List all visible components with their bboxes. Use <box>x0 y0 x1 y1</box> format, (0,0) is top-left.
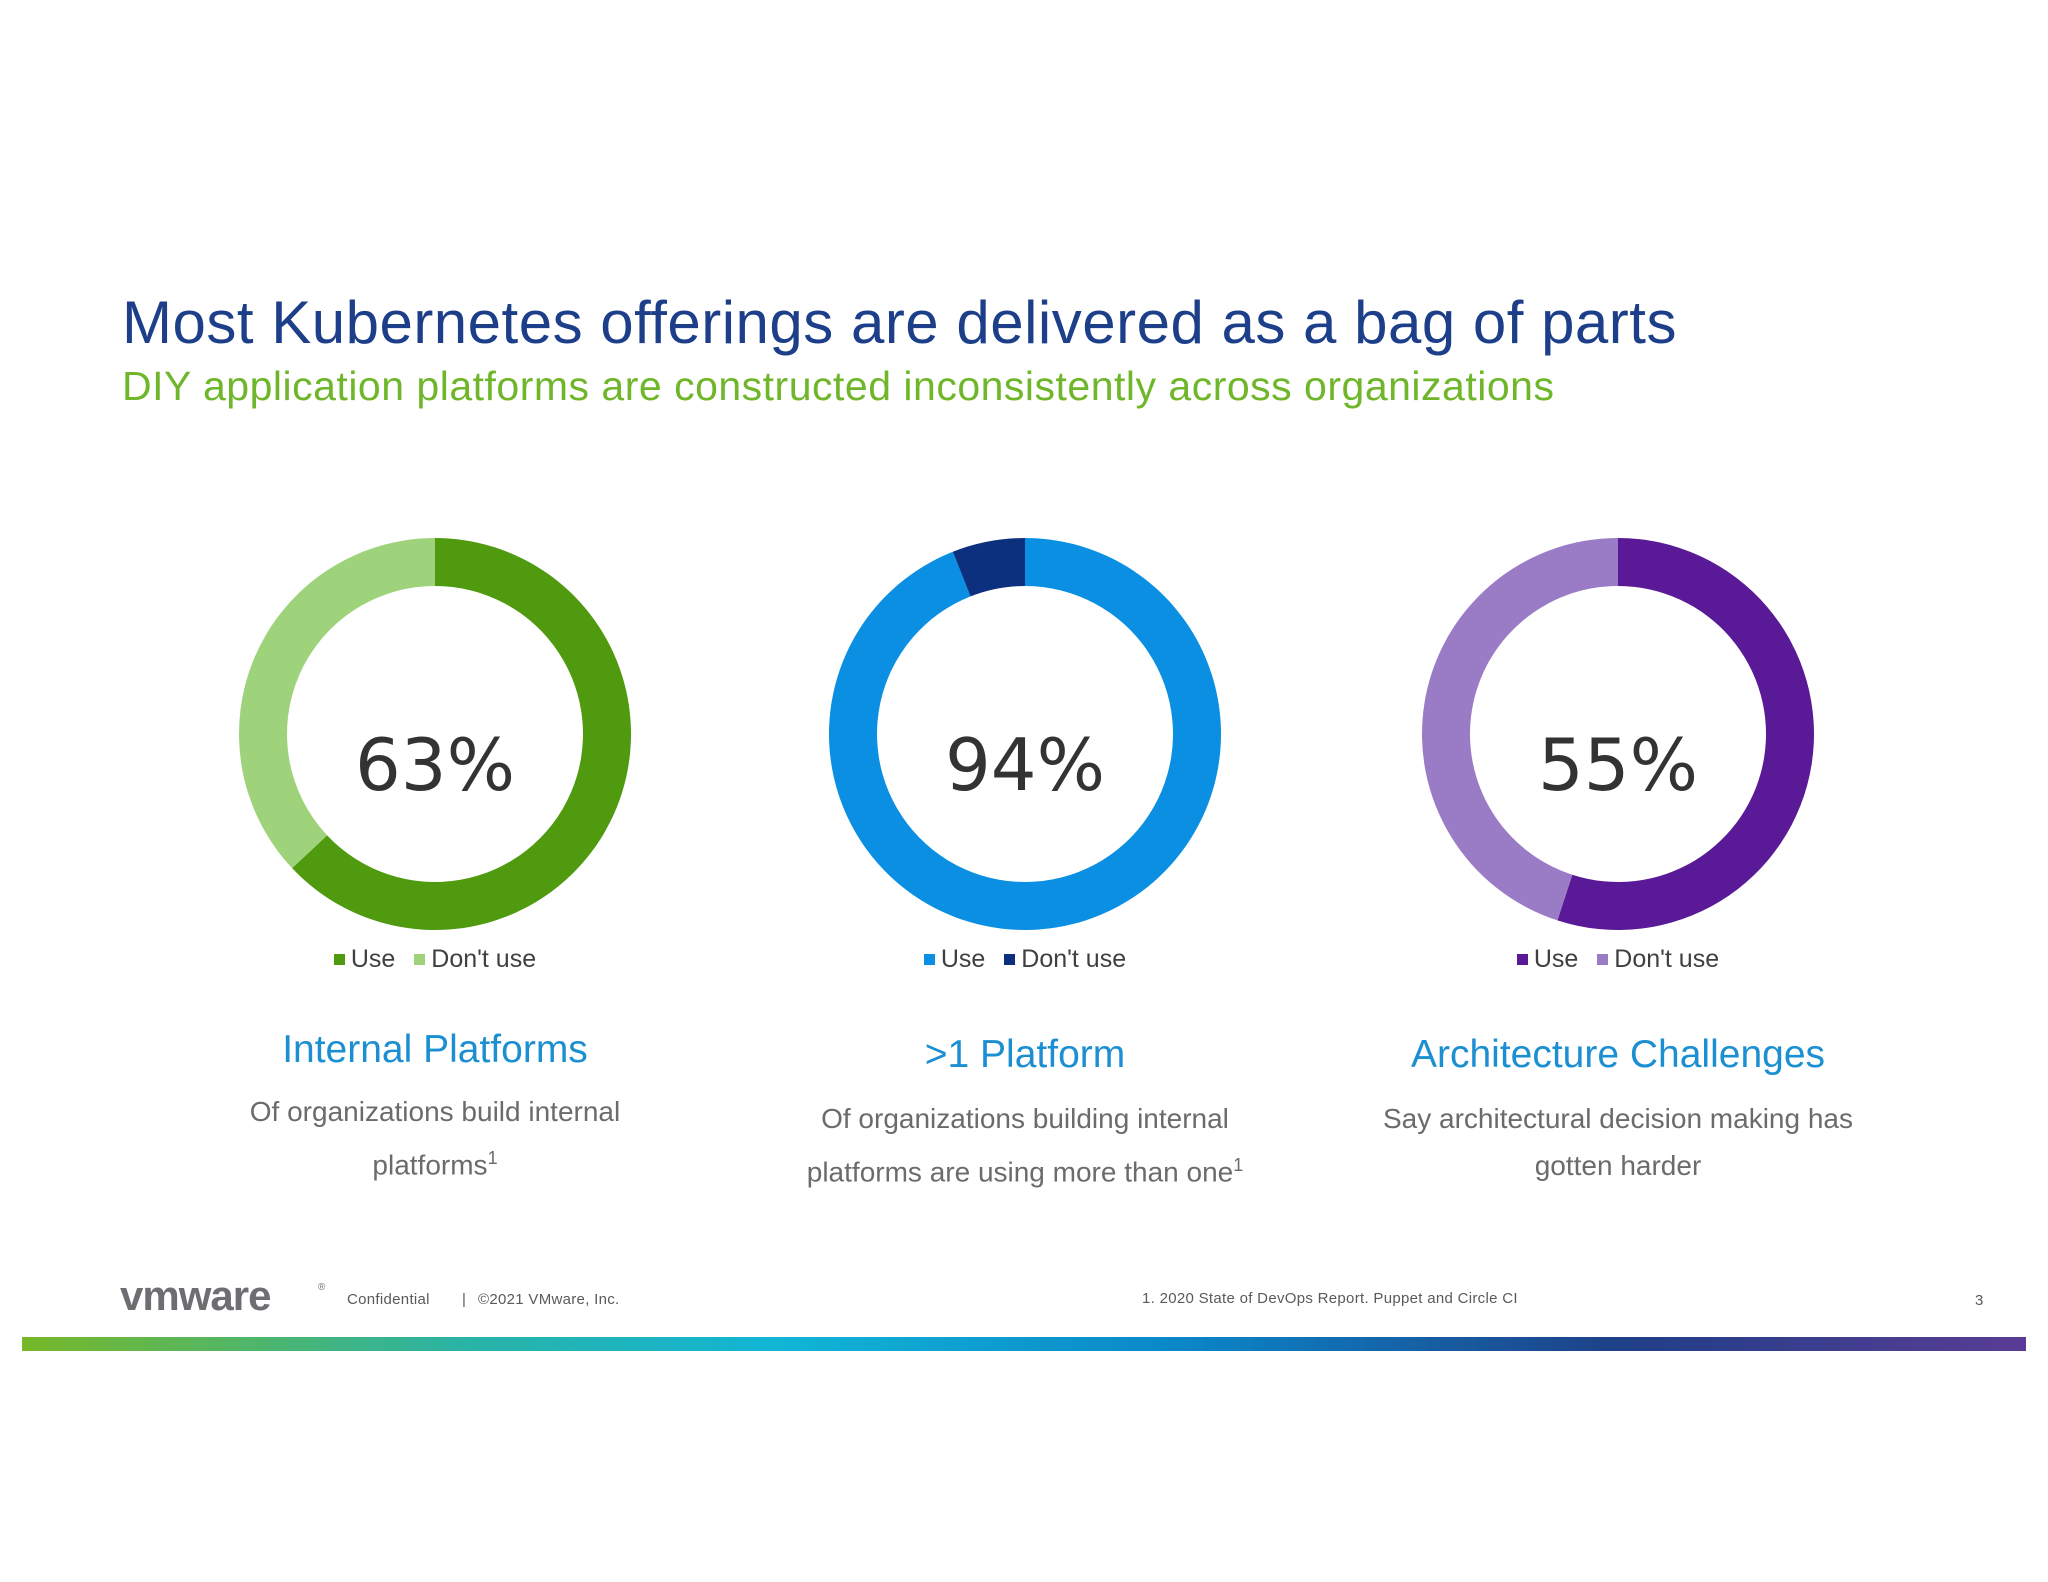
legend-item-use: Use <box>1516 945 1579 974</box>
brand-gradient-bar <box>22 1337 2026 1351</box>
legend-item-use: Use <box>923 945 986 974</box>
slide-title: Most Kubernetes offerings are delivered … <box>122 289 1677 356</box>
logo-text: vmware <box>120 1274 270 1318</box>
donut-slice-dont-use <box>239 538 435 869</box>
legend-item-dont-use: Don't use <box>1597 945 1719 974</box>
chart-panel-multi-platform: 94% Use Don't use >1 Platform Of organiz… <box>745 505 1305 1225</box>
legend-label: Don't use <box>1614 945 1720 973</box>
footer-separator: | <box>462 1291 467 1308</box>
donut-slice-dont-use <box>1422 538 1618 921</box>
panel-description: Say architectural decision making has go… <box>1382 1103 1853 1181</box>
legend-item-dont-use: Don't use <box>1004 945 1126 974</box>
panel-description: Of organizations build internal platform… <box>249 1096 621 1181</box>
logo-registered-mark: ® <box>318 1282 326 1293</box>
donut-slice-use <box>1557 538 1814 930</box>
panel-heading: Architecture Challenges <box>1410 1033 1826 1076</box>
donut-chart-3: 55% <box>1422 538 1814 930</box>
donut-slice-dont-use <box>952 538 1025 597</box>
legend-swatch <box>1004 954 1016 965</box>
donut-chart-1: 63% <box>239 538 631 930</box>
donut-center-label: 94% <box>945 723 1105 807</box>
chart-legend: Use Don't use <box>1338 945 1898 974</box>
slide-subtitle: DIY application platforms are constructe… <box>122 363 1555 409</box>
chart-panel-architecture-challenges: 55% Use Don't use Architecture Challenge… <box>1338 505 1898 1225</box>
legend-swatch <box>1516 954 1528 965</box>
legend-label: Use <box>350 945 396 973</box>
legend-label: Use <box>1533 945 1579 973</box>
legend-item-use: Use <box>333 945 396 974</box>
chart-legend: Use Don't use <box>155 945 715 974</box>
footer-confidential: Confidential <box>347 1291 430 1308</box>
footer-footnote: 1. 2020 State of DevOps Report. Puppet a… <box>1142 1290 1518 1307</box>
page-number: 3 <box>1975 1292 1984 1309</box>
footnote-marker: 1 <box>1233 1155 1244 1175</box>
donut-slice-use <box>292 538 631 930</box>
legend-label: Don't use <box>431 945 537 973</box>
vmware-logo: vmware ® <box>120 1274 326 1318</box>
donut-center-label: 63% <box>355 723 515 807</box>
chart-legend: Use Don't use <box>745 945 1305 974</box>
panel-heading: Internal Platforms <box>282 1028 588 1071</box>
legend-swatch <box>333 954 345 965</box>
panel-heading: >1 Platform <box>924 1033 1126 1076</box>
legend-swatch <box>923 954 935 965</box>
legend-label: Don't use <box>1021 945 1127 973</box>
legend-item-dont-use: Don't use <box>414 945 536 974</box>
footnote-marker: 1 <box>487 1148 498 1168</box>
donut-center-label: 55% <box>1538 723 1698 807</box>
legend-swatch <box>414 954 426 965</box>
panel-description: Of organizations building internal platf… <box>806 1103 1244 1188</box>
footer-copyright: ©2021 VMware, Inc. <box>478 1291 620 1308</box>
chart-panel-internal-platforms: 63% Use Don't use Internal Platforms Of … <box>155 505 715 1225</box>
donut-chart-2: 94% <box>829 538 1221 930</box>
legend-label: Use <box>940 945 986 973</box>
legend-swatch <box>1597 954 1609 965</box>
